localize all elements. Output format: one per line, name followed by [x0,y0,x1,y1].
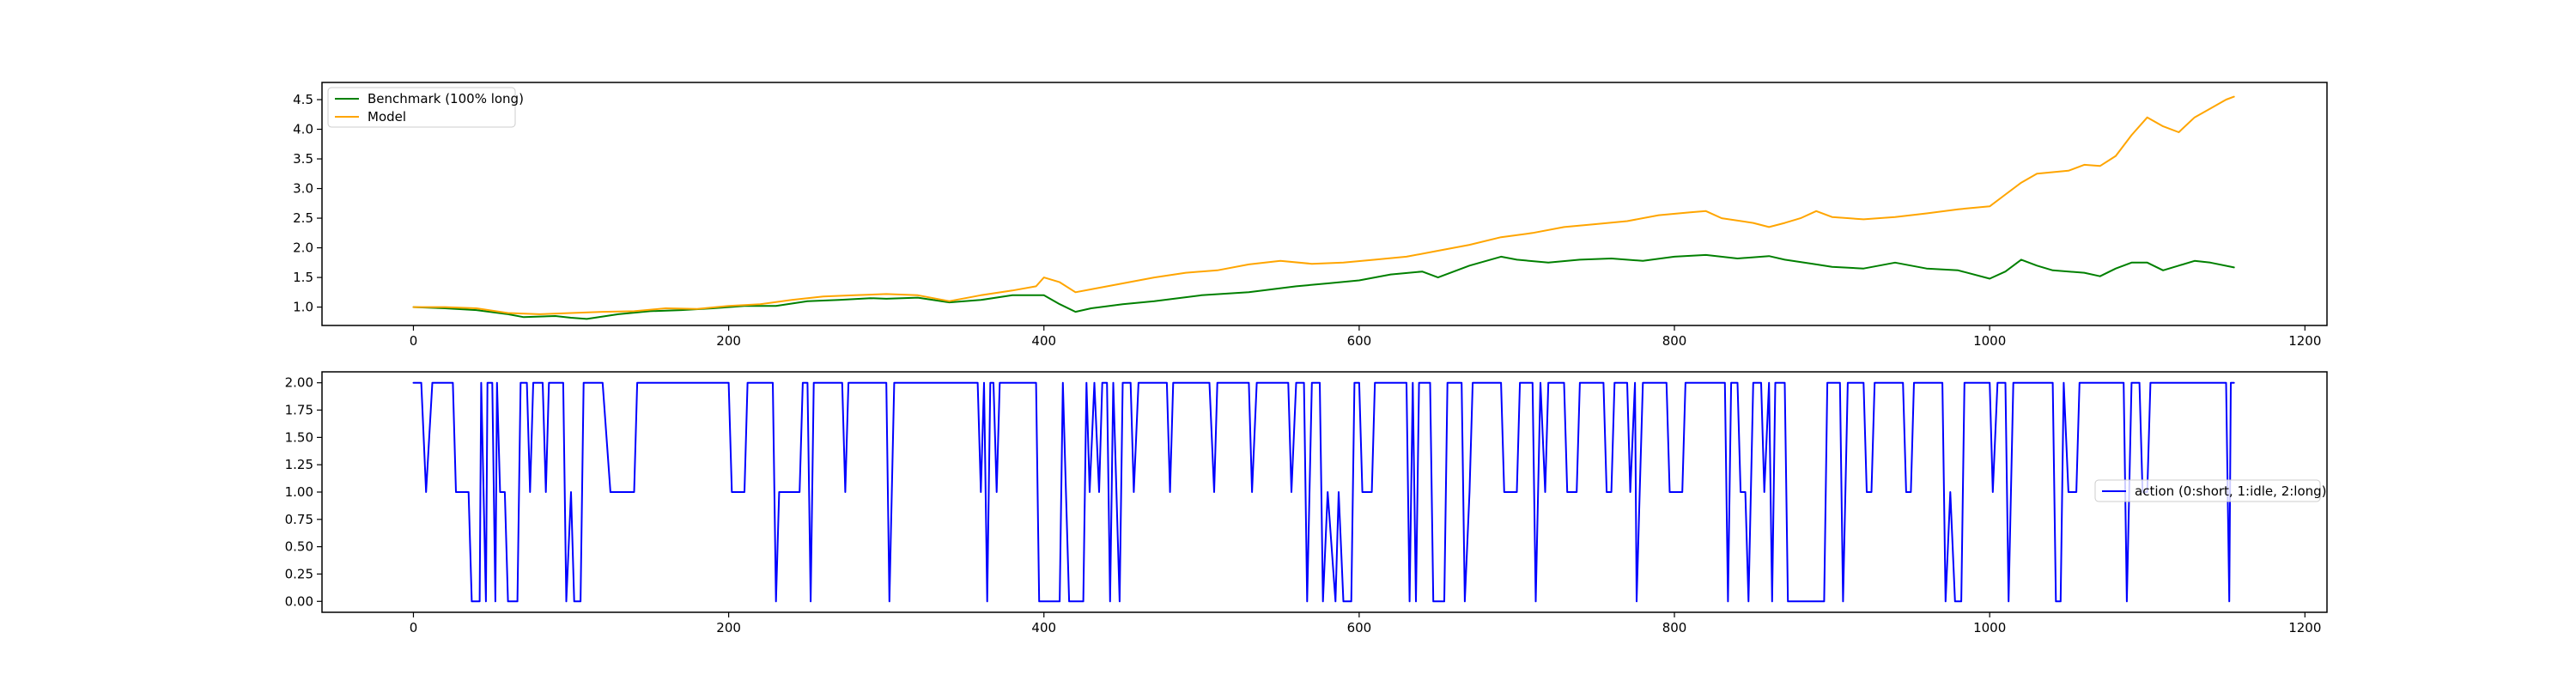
y-tick-label: 2.0 [293,240,313,256]
top-plot-area [322,82,2327,325]
y-tick-label: 0.50 [285,539,313,555]
bottom-legend: action (0:short, 1:idle, 2:long) [2094,479,2327,502]
y-tick-label: 1.00 [285,484,313,500]
x-tick-label: 400 [1031,333,1056,349]
series-line-0 [412,253,2235,320]
bottom-legend-box [2094,479,2321,502]
x-tick-label: 200 [716,620,741,635]
y-tick-label: 4.5 [293,92,313,107]
y-tick-label: 4.0 [293,122,313,137]
top-legend-box [327,87,516,128]
series-line-0 [412,381,2235,603]
top-axis-ticks: 0 200 400 600 800 1000 1200 1.0 1.5 2.0 2.5 3.0 3.5 4… [293,92,2321,349]
x-tick-label: 1000 [1973,620,2006,635]
top-legend: Benchmark (100% long) Model [327,87,524,128]
y-tick-label: 2.5 [293,210,313,226]
x-tick-label: 200 [716,333,741,349]
top-plot-frame [321,82,2328,326]
x-tick-label: 800 [1662,620,1687,635]
top-plot-panel: 0 200 400 600 800 1000 1200 1.0 1.5 2.0 2.5 3.0 3.5 4… [293,82,2328,349]
bottom-plot-panel: 0 200 400 600 800 1000 1200 0.00 0.25 0.50 0.75 1.0… [285,371,2328,635]
y-tick-label: 0.00 [285,593,313,609]
legend-label-benchmark: Benchmark (100% long) [368,91,524,106]
bottom-axis-ticks: 0 200 400 600 800 1000 1200 0.00 0.25 0.50 0.75 1.0… [285,375,2322,635]
x-tick-label: 0 [410,620,418,635]
legend-label-model: Model [368,109,406,125]
x-tick-label: 1200 [2288,333,2321,349]
x-tick-label: 1000 [1973,333,2006,349]
y-tick-label: 1.5 [293,270,313,285]
x-tick-label: 600 [1347,333,1372,349]
top-series-layer [412,95,2235,320]
bottom-series-layer [412,381,2235,603]
y-tick-label: 3.5 [293,151,313,167]
series-line-1 [412,95,2235,315]
y-tick-label: 1.75 [285,403,313,418]
y-tick-label: 0.75 [285,512,313,527]
x-tick-label: 0 [410,333,418,349]
x-tick-label: 800 [1662,333,1687,349]
x-tick-label: 1200 [2288,620,2321,635]
y-tick-label: 3.0 [293,181,313,197]
legend-label-action: action (0:short, 1:idle, 2:long) [2135,483,2327,499]
x-tick-label: 600 [1347,620,1372,635]
y-tick-label: 0.25 [285,566,313,581]
x-tick-label: 400 [1031,620,1056,635]
y-tick-label: 1.50 [285,429,313,445]
y-tick-label: 1.25 [285,457,313,472]
y-tick-label: 1.0 [293,300,313,315]
y-tick-label: 2.00 [285,375,313,391]
